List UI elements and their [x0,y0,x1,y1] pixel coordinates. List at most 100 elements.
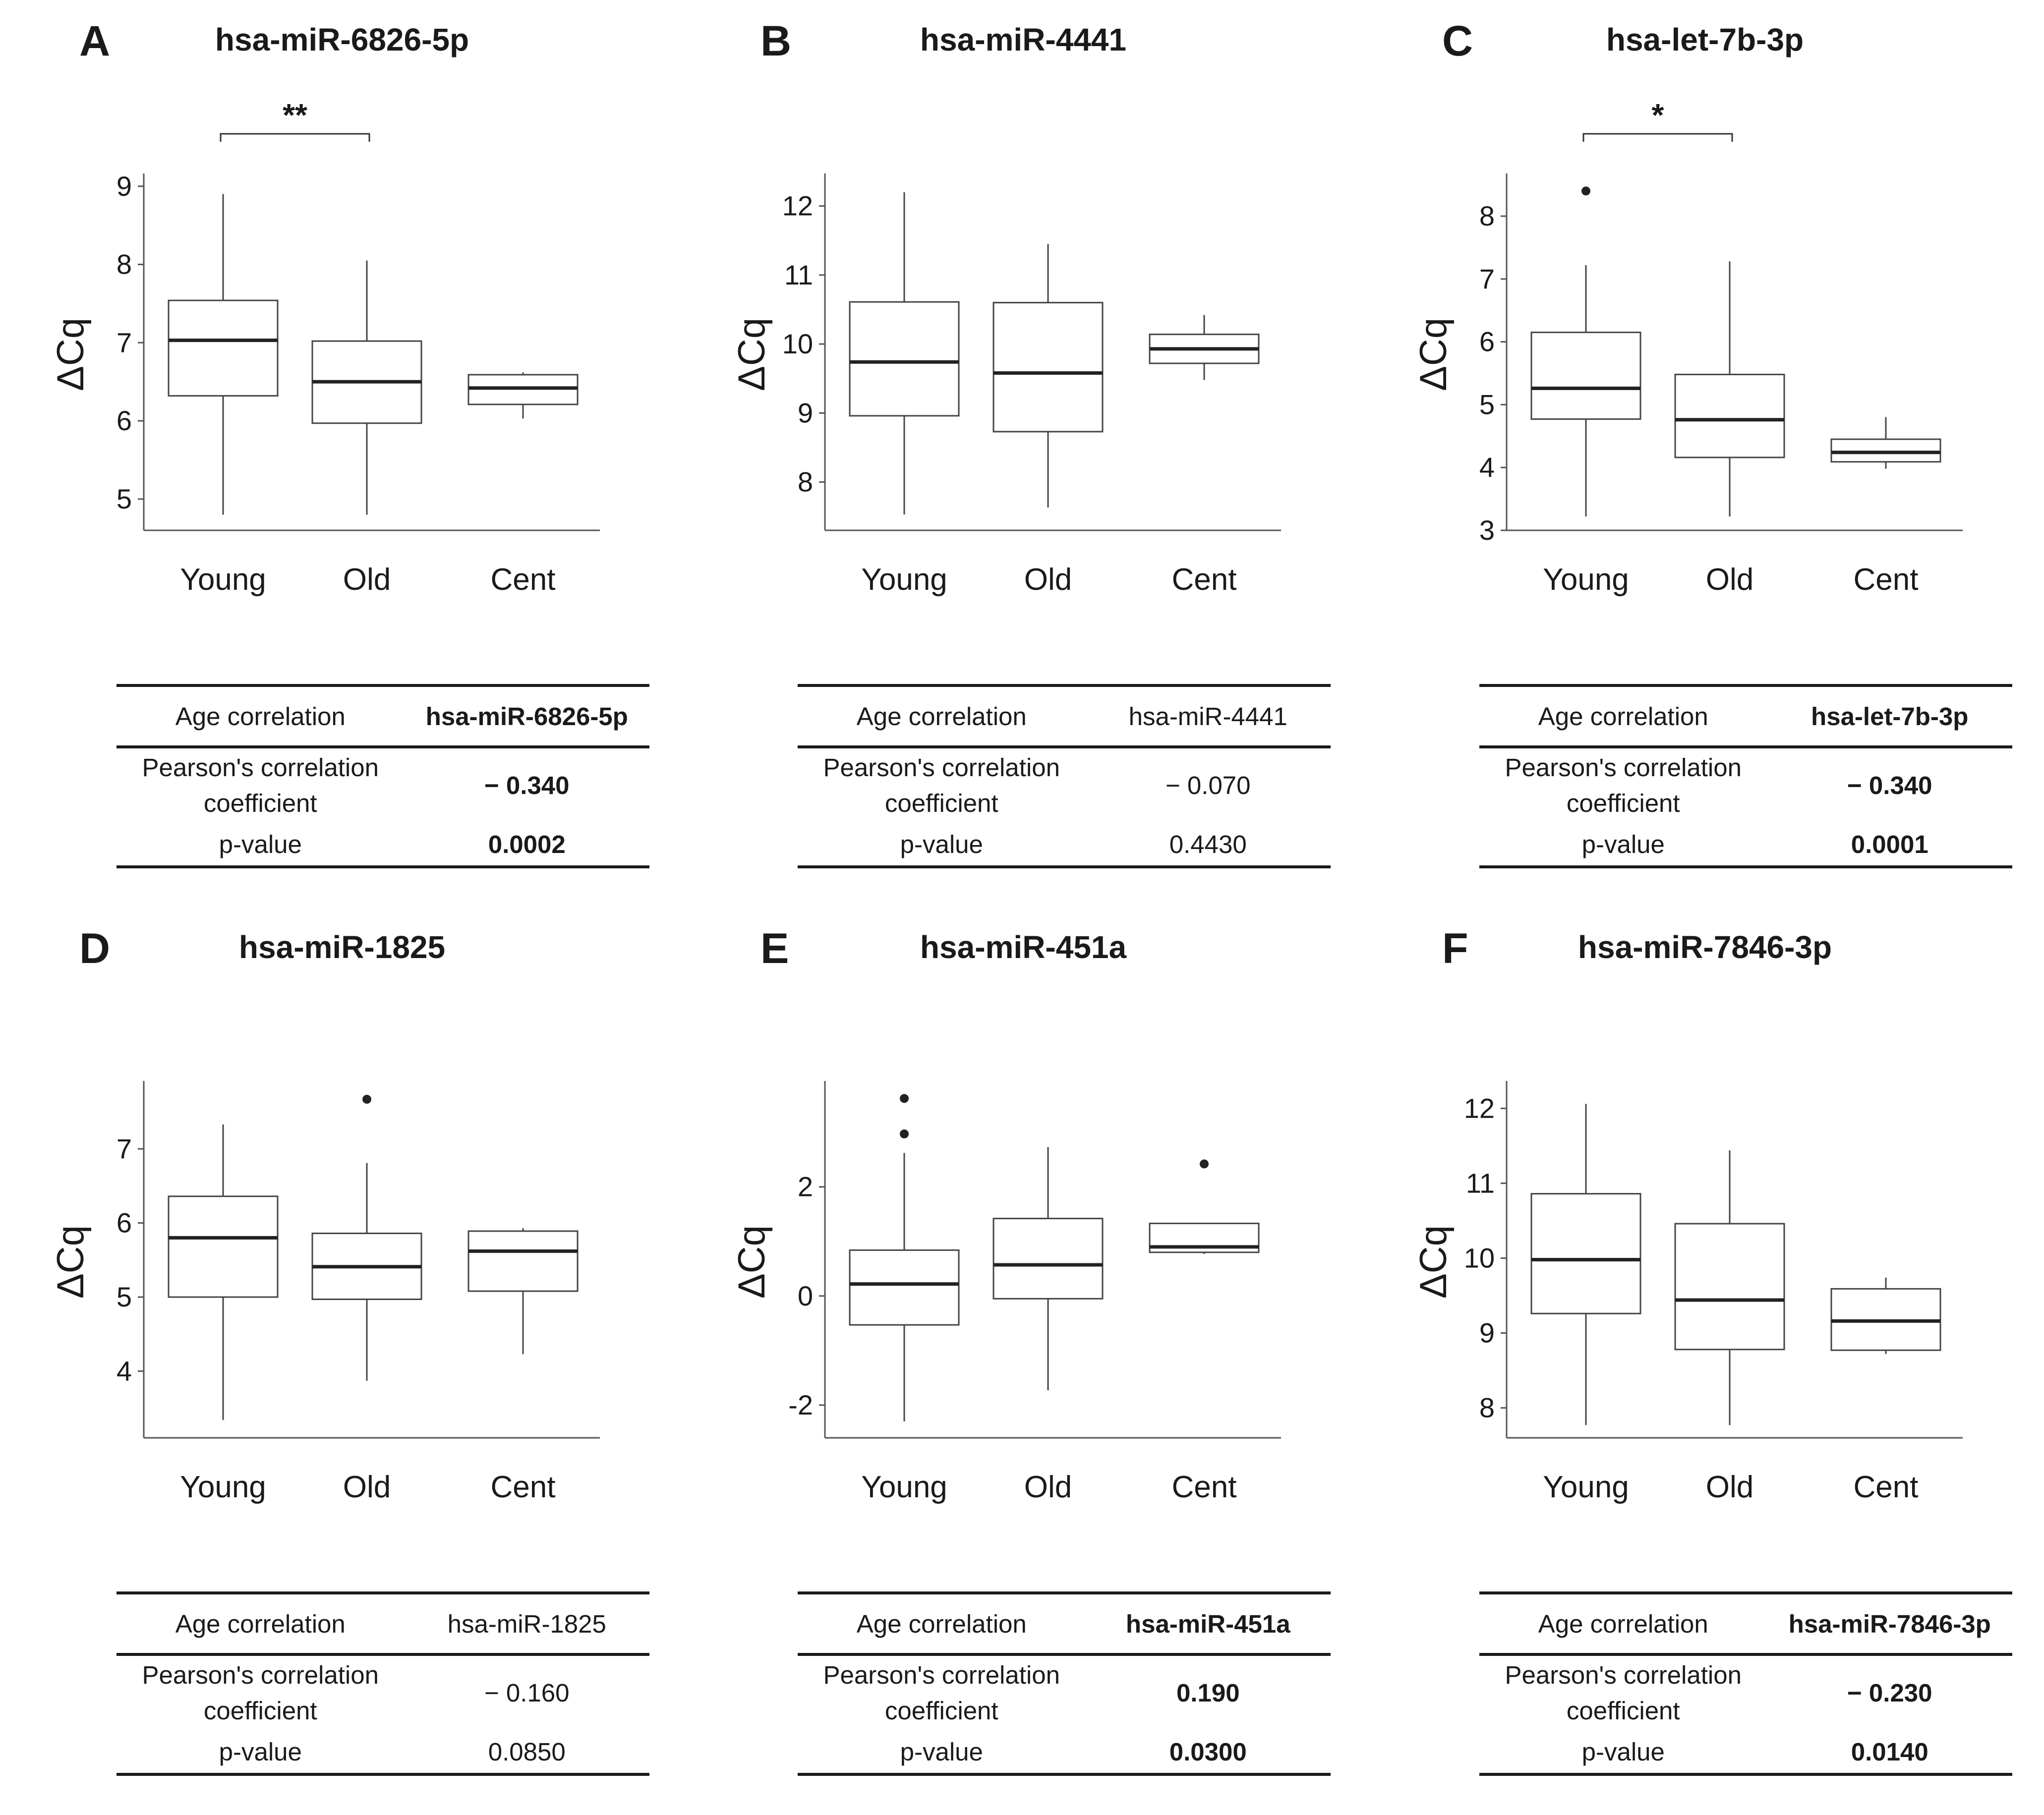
box-cent [467,1228,579,1355]
coefficient-label: Pearson's correlation coefficient [117,747,405,823]
coefficient-label: Pearson's correlation coefficient [798,747,1086,823]
panel-title: hsa-miR-1825 [238,929,446,965]
x-tick-label: Cent [491,563,556,597]
panel-letter: D [79,925,111,972]
y-tick-label: 5 [117,483,132,514]
p-value: 0.4430 [1085,823,1331,868]
coefficient-value: − 0.230 [1847,1679,1932,1707]
y-tick-label: 6 [1479,326,1495,357]
y-tick-label: 8 [798,466,813,498]
y-axis-label: ΔCq [1412,1225,1455,1299]
y-tick-label: 5 [117,1281,132,1312]
coefficient-label-line-1: Pearson's correlation [823,753,1060,782]
y-tick-label: 10 [782,328,813,359]
p-value-label: p-value [117,1730,405,1776]
box-cent [1830,1277,1941,1354]
coefficient-label-line-1: Pearson's correlation [142,753,379,782]
p-value: 0.0300 [1085,1730,1331,1776]
box-young [168,194,279,515]
x-tick-label: Young [180,563,266,597]
x-tick-label: Young [180,1470,266,1504]
iqr-box [1674,374,1785,458]
y-tick-label: 6 [117,1207,132,1239]
panel-title: hsa-let-7b-3p [1606,22,1804,57]
significance-bracket [220,133,370,142]
box-plot: 8 9 10 11 12 ΔCq Young Old Cent [731,173,1281,597]
y-tick-label: 12 [782,190,813,222]
p-value-label: p-value [798,823,1086,868]
y-tick-label: 0 [798,1280,813,1311]
coefficient-value: − 0.340 [484,771,570,799]
x-tick-label: Old [343,563,391,597]
table-header-mirna: hsa-miR-451a [1085,1591,1331,1656]
coefficient-label: Pearson's correlation coefficient [798,1654,1086,1730]
panel-title: hsa-miR-451a [920,929,1127,965]
coefficient-label: Pearson's correlation coefficient [117,1654,405,1730]
y-tick-label: 2 [798,1171,813,1202]
y-tick-label: 6 [117,405,132,436]
coefficient-label-line-2: coefficient [203,1697,317,1725]
iqr-box [467,1230,579,1292]
table-header-mirna: hsa-miR-7846-3p [1767,1591,2012,1656]
table-header-mirna: hsa-miR-4441 [1085,684,1331,748]
correlation-table: Age correlation hsa-miR-6826-5p Pearson's … [117,684,649,868]
coefficient-label-line-2: coefficient [1566,789,1680,817]
table-header-label: Age correlation [798,1591,1086,1656]
correlation-table: Age correlation hsa-miR-451a Pearson's cor… [798,1591,1331,1776]
coefficient-label-line-1: Pearson's correlation [1505,753,1742,782]
coefficient-value: − 0.160 [484,1679,570,1707]
correlation-table: Age correlation hsa-miR-7846-3p Pearson's … [1479,1591,2012,1776]
correlation-table: Age correlation hsa-miR-4441 Pearson's cor… [798,684,1331,868]
y-tick-label: 8 [1479,1392,1495,1423]
iqr-box [168,299,279,397]
y-tick-label: 11 [1466,1167,1495,1198]
y-tick-label: 5 [1479,389,1495,420]
box-cent [467,372,579,419]
y-tick-label: -2 [788,1389,813,1420]
correlation-table: Age correlation hsa-miR-1825 Pearson's cor… [117,1591,649,1776]
table-header-mirna: hsa-miR-6826-5p [404,684,649,748]
table-header-label: Age correlation [117,1591,405,1656]
p-value-label: p-value [117,823,405,868]
box-young [1530,1104,1641,1425]
y-axis-label: ΔCq [731,1225,773,1299]
x-tick-label: Young [1543,1470,1629,1504]
correlation-table: Age correlation hsa-let-7b-3p Pearson's co… [1479,684,2012,868]
iqr-box [1674,1223,1785,1351]
coefficient-label-line-2: coefficient [1566,1697,1680,1725]
coefficient-label: Pearson's correlation coefficient [1479,1654,1767,1730]
panel-title: hsa-miR-4441 [920,22,1127,57]
box-young [1530,186,1641,517]
table-header-label: Age correlation [1479,1591,1767,1656]
x-tick-label: Cent [1172,1470,1237,1504]
y-tick-label: 7 [1479,263,1495,294]
box-old [993,1147,1104,1391]
coefficient-value: − 0.070 [1165,771,1251,799]
x-tick-label: Old [343,1470,391,1504]
iqr-box [1530,332,1641,420]
y-tick-label: 11 [784,259,813,290]
iqr-box [849,301,960,417]
y-tick-label: 4 [1479,452,1495,483]
p-value: 0.0002 [404,823,649,868]
y-axis-label: ΔCq [50,1225,92,1299]
box-plot: 4 5 6 7 ΔCq Young Old Cent [50,1081,600,1504]
box-young [168,1124,279,1420]
y-tick-label: 12 [1464,1092,1495,1124]
x-tick-label: Young [861,563,947,597]
p-value-label: p-value [798,1730,1086,1776]
p-value-label: p-value [1479,823,1767,868]
x-tick-label: Old [1706,1470,1753,1504]
box-old [993,244,1104,508]
y-tick-label: 8 [1479,200,1495,231]
outlier-point [900,1094,909,1103]
table-header-label: Age correlation [1479,684,1767,748]
panel-letter: E [760,925,789,972]
panel-title: hsa-miR-7846-3p [1577,929,1832,965]
table-header-label: Age correlation [798,684,1086,748]
y-tick-label: 9 [1479,1317,1495,1349]
significance-label: * [1652,97,1664,133]
